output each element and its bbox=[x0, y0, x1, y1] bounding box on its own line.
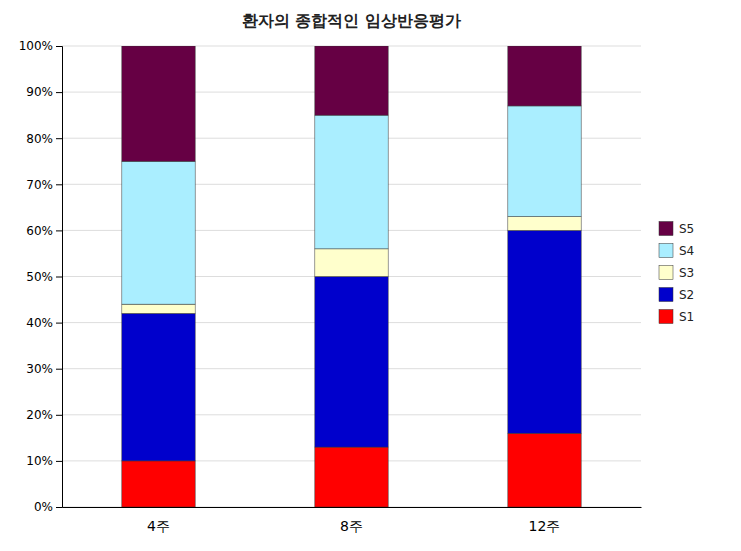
tick-label: 12주 bbox=[529, 518, 561, 534]
y-axis: 0% 10% 20% 30% 40% 50% 60% 70% 80% 90% 100% bbox=[19, 39, 63, 514]
bar bbox=[122, 304, 195, 313]
legend-label: S3 bbox=[679, 266, 694, 280]
bar bbox=[508, 46, 581, 106]
legend-label: S5 bbox=[679, 222, 694, 236]
tick: 50% bbox=[26, 270, 62, 284]
tick-label: 100% bbox=[19, 39, 53, 53]
tick: 0% bbox=[34, 500, 62, 514]
bar bbox=[508, 217, 581, 231]
bar bbox=[315, 115, 388, 249]
tick-mark bbox=[56, 230, 62, 231]
axis-line bbox=[56, 47, 63, 508]
x-axis: 4주 8주 12주 bbox=[63, 508, 642, 535]
tick-label: 10% bbox=[26, 454, 53, 468]
tick-label: 20% bbox=[26, 408, 53, 422]
bar bbox=[315, 46, 388, 115]
tick: 12주 bbox=[529, 518, 561, 534]
legend-swatch bbox=[659, 310, 673, 324]
bars bbox=[122, 46, 581, 507]
legend-item: S5 bbox=[659, 222, 694, 236]
legend-label: S1 bbox=[679, 310, 694, 324]
axis-line bbox=[63, 507, 642, 508]
tick-mark bbox=[56, 92, 62, 93]
tick: 40% bbox=[26, 316, 62, 330]
tick-mark bbox=[56, 46, 62, 47]
tick: 20% bbox=[26, 408, 62, 422]
bar bbox=[315, 447, 388, 507]
bar bbox=[508, 230, 581, 433]
tick-label: 8주 bbox=[340, 518, 363, 534]
tick: 4주 bbox=[147, 518, 170, 534]
grid bbox=[62, 46, 641, 507]
tick-label: 0% bbox=[34, 500, 53, 514]
tick-label: 80% bbox=[26, 132, 53, 146]
legend-swatch bbox=[659, 288, 673, 302]
tick-label: 70% bbox=[26, 178, 53, 192]
tick-mark bbox=[56, 184, 62, 185]
tick-label: 40% bbox=[26, 316, 53, 330]
legend-swatch bbox=[659, 222, 673, 236]
legend-item: S1 bbox=[659, 310, 694, 324]
tick: 90% bbox=[26, 85, 62, 99]
tick-mark bbox=[56, 369, 62, 370]
plot: 0% 10% 20% 30% 40% 50% 60% 70% 80% 90% 100% 4주 8주 12주… bbox=[19, 39, 695, 534]
tick-mark bbox=[56, 415, 62, 416]
tick: 30% bbox=[26, 362, 62, 376]
chart: 환자의 종합적인 임상반응평가 0% 10% 20% 30% 40% 50% 60% 70% 80… bbox=[0, 0, 741, 551]
tick-label: 60% bbox=[26, 224, 53, 238]
bar bbox=[315, 249, 388, 277]
tick-mark bbox=[56, 461, 62, 462]
legend-item: S2 bbox=[659, 288, 694, 302]
tick: 8주 bbox=[340, 518, 363, 534]
legend-swatch bbox=[659, 244, 673, 258]
legend-label: S4 bbox=[679, 244, 694, 258]
legend: S5 S4 S3 S2 S1 bbox=[659, 222, 694, 324]
legend-item: S4 bbox=[659, 244, 694, 258]
tick: 70% bbox=[26, 178, 62, 192]
tick-mark bbox=[56, 138, 62, 139]
bar bbox=[122, 461, 195, 507]
tick-label: 4주 bbox=[147, 518, 170, 534]
tick: 60% bbox=[26, 224, 62, 238]
legend-label: S2 bbox=[679, 288, 694, 302]
tick-mark bbox=[56, 277, 62, 278]
bar bbox=[122, 313, 195, 461]
bar bbox=[508, 433, 581, 507]
bar bbox=[122, 161, 195, 304]
bar bbox=[315, 277, 388, 448]
title: 환자의 종합적인 임상반응평가 bbox=[242, 11, 461, 30]
bar bbox=[122, 46, 195, 161]
tick-mark bbox=[56, 323, 62, 324]
bar bbox=[508, 106, 581, 217]
tick-mark bbox=[56, 507, 62, 508]
legend-swatch bbox=[659, 266, 673, 280]
tick-label: 30% bbox=[26, 362, 53, 376]
tick: 10% bbox=[26, 454, 62, 468]
tick-label: 50% bbox=[26, 270, 53, 284]
tick-label: 90% bbox=[26, 85, 53, 99]
legend-item: S3 bbox=[659, 266, 694, 280]
tick: 100% bbox=[19, 39, 62, 53]
tick: 80% bbox=[26, 132, 62, 146]
